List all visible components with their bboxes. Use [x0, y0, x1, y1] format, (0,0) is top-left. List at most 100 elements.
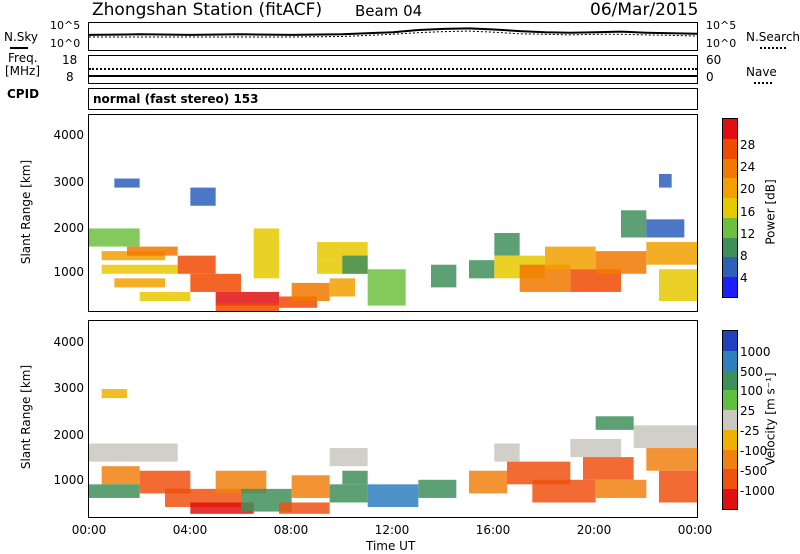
vel-ytick-2000: 2000: [53, 428, 84, 442]
colorbar-swatch: [723, 449, 737, 470]
noise-left-tick-top: 10^5: [50, 19, 81, 32]
freq-dotted-line: [89, 68, 697, 70]
freq-label-2: [MHz]: [5, 64, 41, 78]
station-title: Zhongshan Station (fitACF): [92, 0, 323, 20]
power-colorbar-label: Power [dB]: [763, 179, 778, 245]
noise-right-tick-bottom: 10^0: [706, 37, 737, 50]
colorbar-swatch: [723, 138, 737, 159]
velocity-cell: [659, 470, 697, 503]
colorbar-swatch: [723, 350, 737, 371]
vel-cb-tick-1000: 1000: [740, 345, 771, 359]
nave-dotted: [754, 82, 772, 84]
velocity-ylabel: Slant Range [km]: [19, 364, 34, 470]
velocity-cell: [469, 470, 507, 494]
velocity-heatmap: [89, 389, 697, 514]
xtick-3: 12:00: [374, 523, 410, 537]
velocity-cell: [190, 502, 254, 514]
freq-tick-top: 18: [62, 53, 78, 67]
cpid-panel: normal (fast stereo) 153: [88, 88, 698, 110]
power-cell: [342, 255, 368, 274]
xaxis-label: Time UT: [366, 539, 416, 553]
velocity-cell: [101, 466, 140, 485]
noise-left-tick-bottom: 10^0: [50, 37, 81, 50]
colorbar-swatch: [723, 489, 737, 509]
freq-label-1: Freq.: [8, 51, 38, 65]
colorbar-swatch: [723, 198, 737, 218]
nave-tick-top: 60: [706, 53, 722, 67]
colorbar-swatch: [723, 331, 737, 351]
power-cb-tick-4: 4: [740, 271, 748, 285]
power-cell: [215, 303, 279, 311]
power-cell: [279, 296, 317, 308]
velocity-cell: [89, 443, 178, 462]
power-panel: [88, 114, 698, 312]
colorbar-swatch: [723, 217, 737, 238]
xtick-0: 00:00: [71, 523, 107, 537]
colorbar-swatch: [723, 237, 737, 258]
velocity-cell: [215, 470, 267, 494]
power-ytick-3000: 3000: [53, 175, 84, 189]
colorbar-swatch: [723, 257, 737, 278]
colorbar-swatch: [723, 410, 737, 430]
velocity-cell: [570, 438, 621, 458]
vel-cb-tick-25: 25: [740, 404, 756, 418]
nave-tick-bottom: 0: [706, 70, 714, 84]
date-title: 06/Mar/2015: [590, 0, 699, 20]
power-cell: [253, 228, 279, 279]
power-cell: [127, 246, 178, 256]
velocity-cell: [367, 484, 419, 508]
colorbar-swatch: [723, 119, 737, 139]
power-ytick-1000: 1000: [53, 265, 84, 279]
colorbar-swatch: [723, 390, 737, 411]
vel-cb-tick-m100: -100: [740, 444, 768, 458]
velocity-cell: [583, 457, 634, 480]
vel-ytick-3000: 3000: [53, 381, 84, 395]
power-cell: [494, 232, 520, 256]
velocity-cell: [89, 484, 140, 498]
power-heatmap: [89, 173, 697, 311]
velocity-colorbar-label: Velocity [m s⁻¹]: [763, 372, 778, 466]
velocity-cell: [595, 416, 634, 430]
freq-solid-line: [89, 75, 697, 77]
velocity-panel: [88, 320, 698, 518]
velocity-cell: [418, 479, 457, 498]
power-cell: [545, 246, 596, 270]
vel-cb-tick-m25: -25: [740, 424, 760, 438]
velocity-cell: [329, 484, 368, 503]
colorbar-swatch: [723, 158, 737, 179]
power-cell: [329, 278, 355, 297]
velocity-colorbar: [722, 330, 738, 510]
power-cell: [190, 187, 216, 206]
velocity-cell: [595, 479, 647, 498]
vel-cb-tick-500: 500: [740, 365, 763, 379]
noise-plot: [89, 27, 697, 38]
power-cell: [190, 273, 241, 292]
power-cb-tick-12: 12: [740, 227, 756, 241]
noise-right-tick-top: 10^5: [706, 19, 737, 32]
velocity-cell: [507, 461, 571, 485]
power-cb-tick-28: 28: [740, 138, 756, 152]
power-cell: [595, 251, 647, 274]
noise-left-label: N.Sky: [4, 30, 39, 44]
xtick-1: 04:00: [172, 523, 208, 537]
power-cell: [519, 264, 571, 292]
freq-tick-bottom: 8: [66, 70, 74, 84]
colorbar-swatch: [723, 370, 737, 391]
power-cell: [291, 282, 330, 302]
power-cell: [659, 269, 697, 302]
noise-right-label: N.Search: [746, 30, 800, 44]
power-cell: [367, 269, 406, 306]
power-cell: [570, 269, 621, 292]
xtick-4: 16:00: [475, 523, 511, 537]
velocity-cell: [279, 502, 330, 514]
velocity-cell: [342, 470, 368, 485]
vel-ytick-4000: 4000: [53, 335, 84, 349]
power-cb-tick-16: 16: [740, 205, 756, 219]
velocity-cell: [646, 448, 697, 471]
velocity-cell: [494, 443, 520, 462]
power-cell: [215, 291, 279, 306]
noise-panel: [88, 22, 698, 51]
power-cell: [431, 264, 457, 288]
velocity-cell: [532, 479, 596, 503]
power-ylabel: Slant Range [km]: [19, 159, 34, 265]
